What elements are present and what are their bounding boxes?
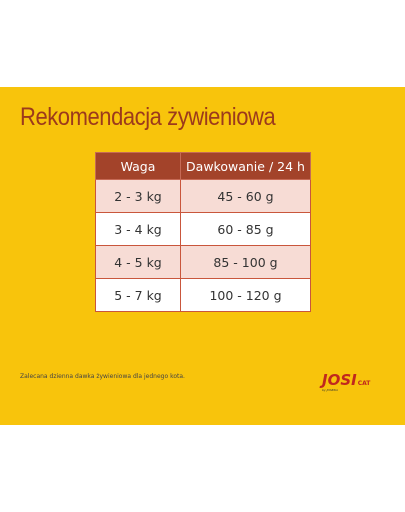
cell: 4 - 5 kg xyxy=(95,245,181,279)
footnote: Zalecana dzienna dawka żywieniowa dla je… xyxy=(20,373,185,380)
title: Rekomendacja żywieniowa xyxy=(20,103,276,131)
cell: 45 - 60 g xyxy=(180,179,311,213)
row: 2 - 3 kg 45 - 60 g xyxy=(95,179,311,213)
logo-name: JOSI xyxy=(322,371,357,389)
logo-sub: CAT xyxy=(357,380,371,387)
header-cell: Waga xyxy=(95,152,181,180)
row: 5 - 7 kg 100 - 120 g xyxy=(95,278,311,312)
cell: 100 - 120 g xyxy=(180,278,311,312)
cell: 2 - 3 kg xyxy=(95,179,181,213)
cell: 60 - 85 g xyxy=(180,212,311,246)
header-row: Waga Dawkowanie / 24 h xyxy=(95,152,311,180)
header-cell: Dawkowanie / 24 h xyxy=(180,152,311,180)
cell: 85 - 100 g xyxy=(180,245,311,279)
panel: Rekomendacja żywieniowa Waga Dawkowanie … xyxy=(0,87,405,425)
row: 3 - 4 kg 60 - 85 g xyxy=(95,212,311,246)
logo: JOSICAT by JOSERA xyxy=(322,371,371,392)
cell: 3 - 4 kg xyxy=(95,212,181,246)
table: Waga Dawkowanie / 24 h 2 - 3 kg 45 - 60 g… xyxy=(95,152,311,312)
logo-by: by JOSERA xyxy=(322,388,338,392)
row: 4 - 5 kg 85 - 100 g xyxy=(95,245,311,279)
cell: 5 - 7 kg xyxy=(95,278,181,312)
